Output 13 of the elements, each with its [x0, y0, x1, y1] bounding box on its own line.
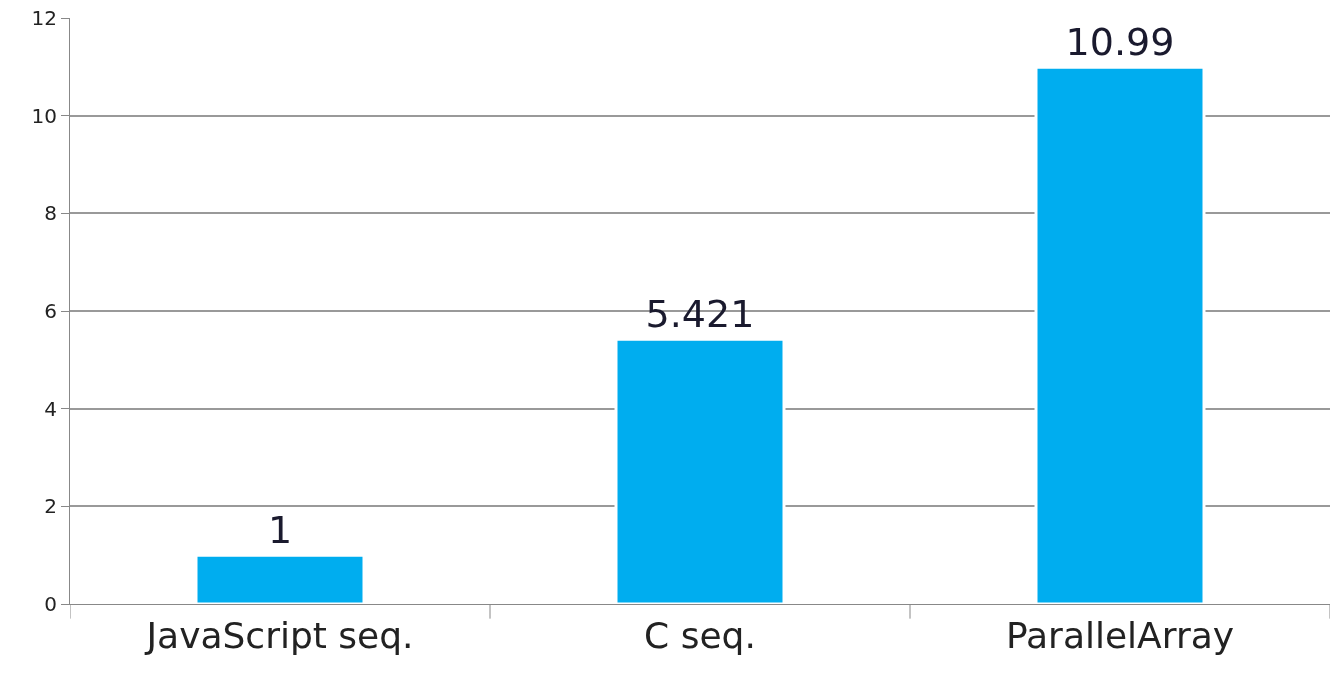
y-tick-label: 10	[31, 103, 57, 128]
x-tick-label: JavaScript seq.	[144, 615, 414, 657]
x-tick-label: C seq.	[644, 615, 756, 657]
y-tick-label: 8	[44, 201, 57, 226]
y-tick-label: 12	[31, 6, 57, 30]
y-tick-label: 2	[44, 494, 57, 519]
x-tick-label: ParallelArray	[1005, 615, 1235, 657]
y-tick-label: 4	[44, 396, 57, 421]
y-tick-label: 6	[44, 299, 57, 323]
y-tick-label: 0	[44, 592, 57, 616]
data-label: 5.421	[645, 292, 755, 337]
data-label: 1	[267, 508, 293, 553]
data-label: 10.99	[1065, 20, 1175, 65]
